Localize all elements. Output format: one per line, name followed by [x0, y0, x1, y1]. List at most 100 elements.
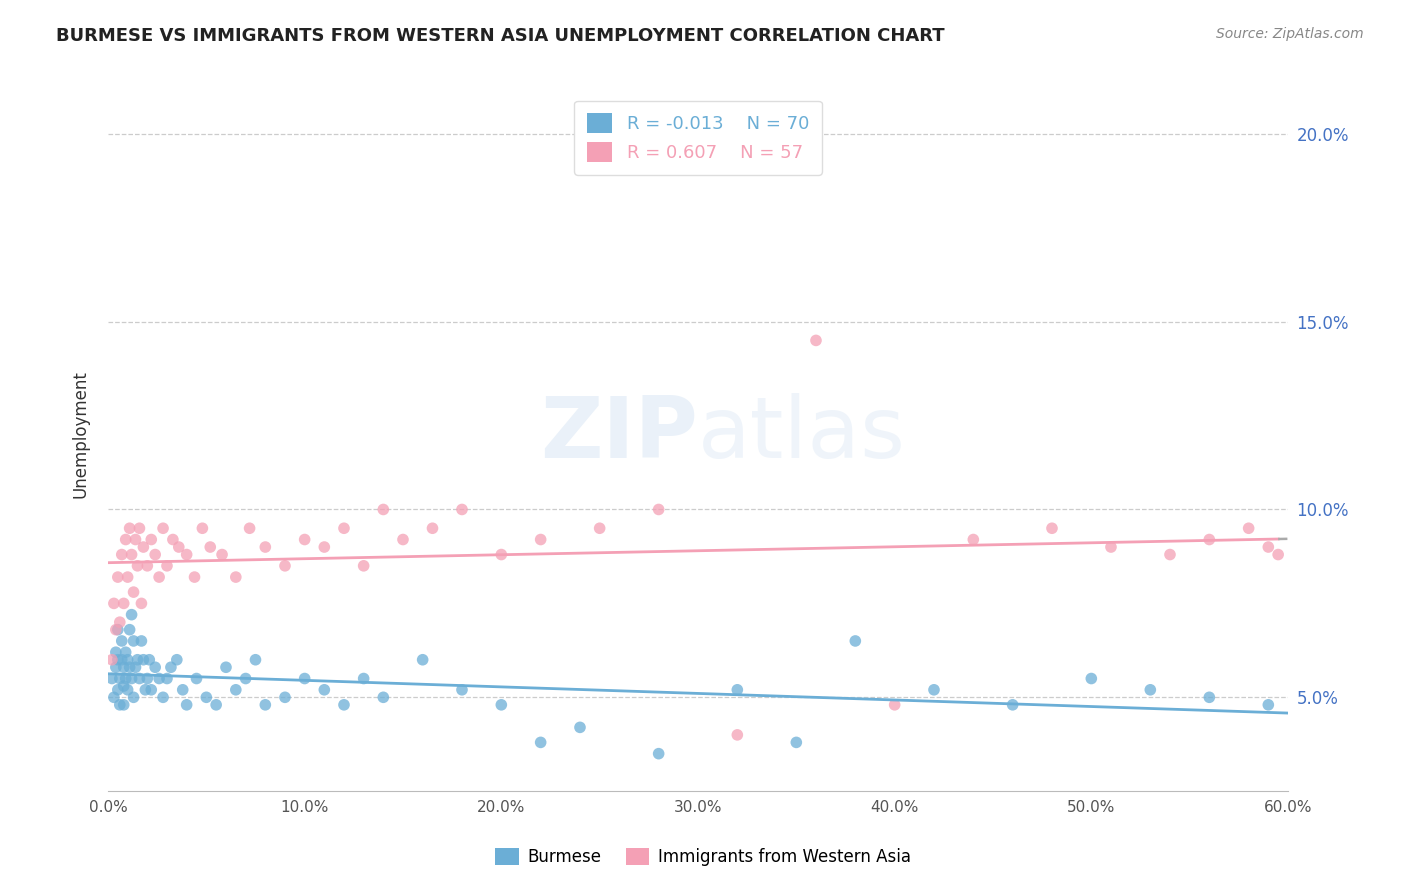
Point — [235, 672, 257, 686]
Text: Source: ZipAtlas.com: Source: ZipAtlas.com — [1216, 27, 1364, 41]
Point — [392, 533, 415, 547]
Point — [111, 653, 134, 667]
Point — [103, 690, 125, 705]
Point — [104, 623, 127, 637]
Point — [333, 698, 356, 712]
Point — [107, 570, 129, 584]
Point — [127, 558, 149, 573]
Point — [373, 690, 395, 705]
Y-axis label: Unemployment: Unemployment — [72, 370, 89, 499]
Point — [112, 660, 135, 674]
Point — [118, 660, 141, 674]
Point — [186, 672, 208, 686]
Point — [108, 672, 131, 686]
Point — [647, 502, 669, 516]
Point — [101, 672, 124, 686]
Point — [353, 558, 375, 573]
Point — [1267, 548, 1289, 562]
Point — [103, 596, 125, 610]
Point — [156, 672, 179, 686]
Point — [127, 653, 149, 667]
Point — [107, 623, 129, 637]
Point — [294, 533, 316, 547]
Point — [124, 660, 146, 674]
Point — [422, 521, 444, 535]
Point — [143, 660, 166, 674]
Point — [922, 682, 945, 697]
Point — [124, 533, 146, 547]
Point — [333, 521, 356, 535]
Text: atlas: atlas — [697, 392, 905, 475]
Point — [530, 533, 553, 547]
Point — [128, 672, 150, 686]
Point — [131, 634, 153, 648]
Point — [107, 682, 129, 697]
Point — [136, 558, 159, 573]
Point — [162, 533, 184, 547]
Point — [111, 548, 134, 562]
Point — [108, 698, 131, 712]
Point — [883, 698, 905, 712]
Point — [112, 679, 135, 693]
Point — [138, 653, 160, 667]
Point — [451, 682, 474, 697]
Point — [112, 698, 135, 712]
Text: BURMESE VS IMMIGRANTS FROM WESTERN ASIA UNEMPLOYMENT CORRELATION CHART: BURMESE VS IMMIGRANTS FROM WESTERN ASIA … — [56, 27, 945, 45]
Point — [245, 653, 267, 667]
Point — [114, 645, 136, 659]
Point — [114, 672, 136, 686]
Point — [211, 548, 233, 562]
Point — [176, 548, 198, 562]
Point — [530, 735, 553, 749]
Point — [148, 570, 170, 584]
Point — [156, 558, 179, 573]
Point — [491, 548, 513, 562]
Point — [114, 533, 136, 547]
Point — [1198, 690, 1220, 705]
Text: ZIP: ZIP — [540, 392, 697, 475]
Point — [1198, 533, 1220, 547]
Point — [108, 615, 131, 630]
Point — [132, 540, 155, 554]
Point — [183, 570, 205, 584]
Point — [225, 570, 247, 584]
Point — [107, 653, 129, 667]
Point — [104, 645, 127, 659]
Point — [172, 682, 194, 697]
Point — [152, 521, 174, 535]
Point — [176, 698, 198, 712]
Point — [1237, 521, 1260, 535]
Point — [1257, 540, 1279, 554]
Point — [191, 521, 214, 535]
Point — [118, 623, 141, 637]
Point — [122, 585, 145, 599]
Point — [274, 690, 297, 705]
Point — [274, 558, 297, 573]
Point — [122, 634, 145, 648]
Point — [1080, 672, 1102, 686]
Point — [1139, 682, 1161, 697]
Point — [117, 653, 139, 667]
Point — [491, 698, 513, 712]
Point — [117, 570, 139, 584]
Point — [132, 653, 155, 667]
Point — [785, 735, 807, 749]
Point — [118, 521, 141, 535]
Point — [205, 698, 228, 712]
Point — [121, 548, 143, 562]
Point — [1159, 548, 1181, 562]
Point — [1040, 521, 1063, 535]
Point — [1257, 698, 1279, 712]
Point — [725, 682, 748, 697]
Point — [647, 747, 669, 761]
Point — [111, 634, 134, 648]
Point — [844, 634, 866, 648]
Point — [254, 698, 277, 712]
Point — [195, 690, 218, 705]
Point — [569, 720, 592, 734]
Point — [136, 672, 159, 686]
Point — [121, 607, 143, 622]
Point — [148, 672, 170, 686]
Point — [314, 540, 336, 554]
Point — [725, 728, 748, 742]
